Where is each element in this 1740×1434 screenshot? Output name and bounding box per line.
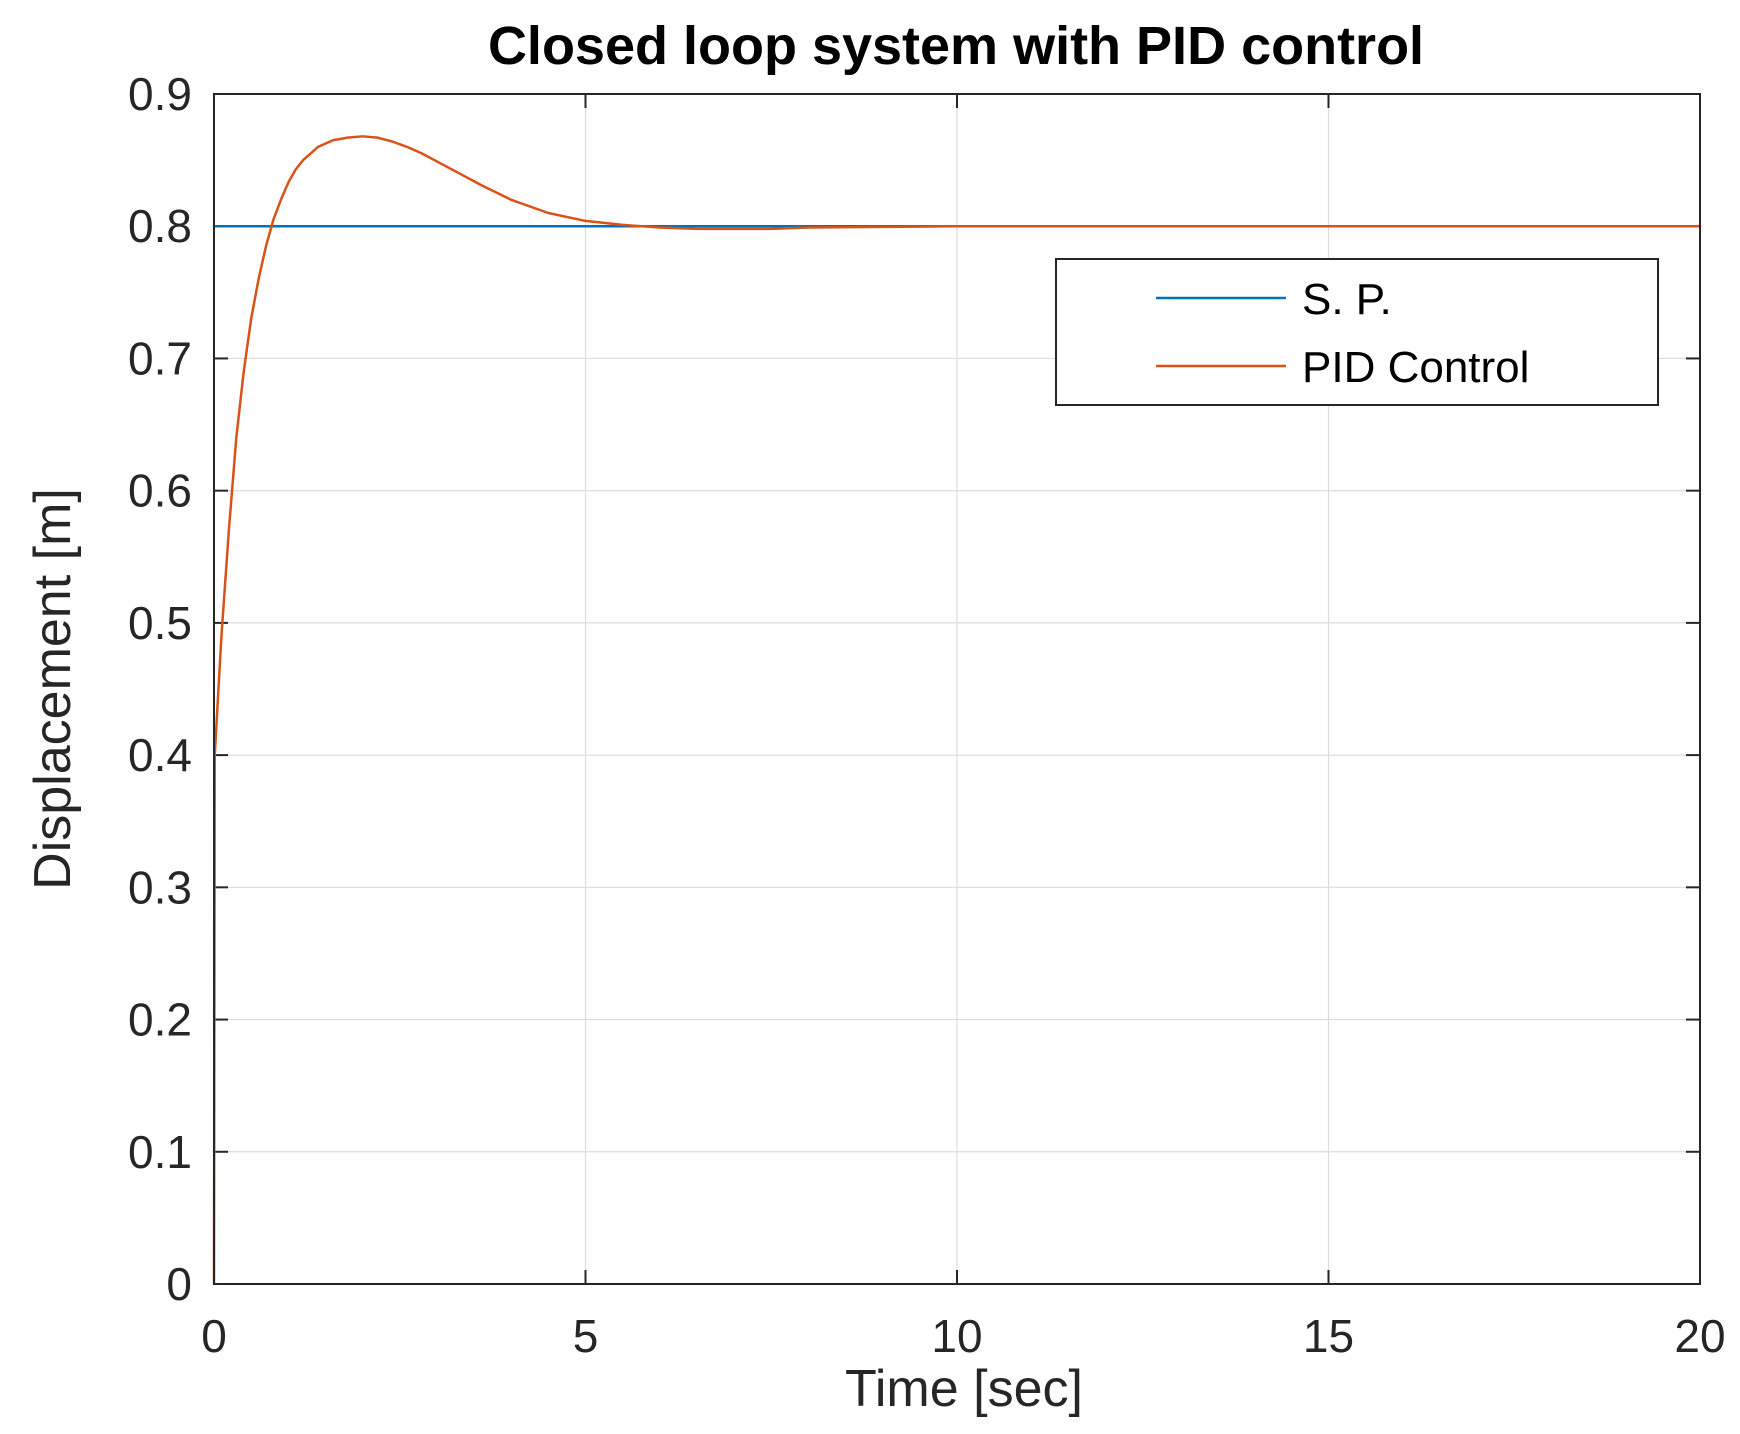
y-tick-label: 0.6 bbox=[128, 465, 192, 517]
chart-title: Closed loop system with PID control bbox=[488, 16, 1424, 76]
y-tick-labels: 0 0.1 0.2 0.3 0.4 0.5 0.6 0.7 0.8 0.9 bbox=[128, 68, 192, 1310]
y-tick-label: 0 bbox=[166, 1258, 192, 1310]
x-tick-label: 15 bbox=[1303, 1310, 1354, 1362]
legend-label-sp: S. P. bbox=[1302, 275, 1392, 324]
y-tick-label: 0.7 bbox=[128, 332, 192, 384]
y-axis-label: Displacement [m] bbox=[24, 488, 82, 890]
x-tick-label: 10 bbox=[931, 1310, 982, 1362]
y-tick-label: 0.3 bbox=[128, 861, 192, 913]
legend-label-pid: PID Control bbox=[1302, 343, 1529, 392]
y-tick-label: 0.9 bbox=[128, 68, 192, 120]
x-tick-label: 20 bbox=[1674, 1310, 1725, 1362]
x-tick-labels: 0 5 10 15 20 bbox=[201, 1310, 1725, 1362]
x-axis-label: Time [sec] bbox=[845, 1360, 1083, 1418]
y-tick-label: 0.8 bbox=[128, 200, 192, 252]
legend-box bbox=[1055, 258, 1659, 406]
y-tick-label: 0.5 bbox=[128, 597, 192, 649]
y-tick-label: 0.2 bbox=[128, 994, 192, 1046]
y-tick-label: 0.4 bbox=[128, 729, 192, 781]
series-lines bbox=[212, 135, 1702, 1286]
legend: S. P. PID Control bbox=[1055, 258, 1659, 406]
series-line-pid-control bbox=[212, 135, 1702, 1286]
x-tick-label: 5 bbox=[573, 1310, 599, 1362]
x-tick-label: 0 bbox=[201, 1310, 227, 1362]
y-tick-label: 0.1 bbox=[128, 1126, 192, 1178]
axes-box bbox=[213, 93, 1701, 1285]
